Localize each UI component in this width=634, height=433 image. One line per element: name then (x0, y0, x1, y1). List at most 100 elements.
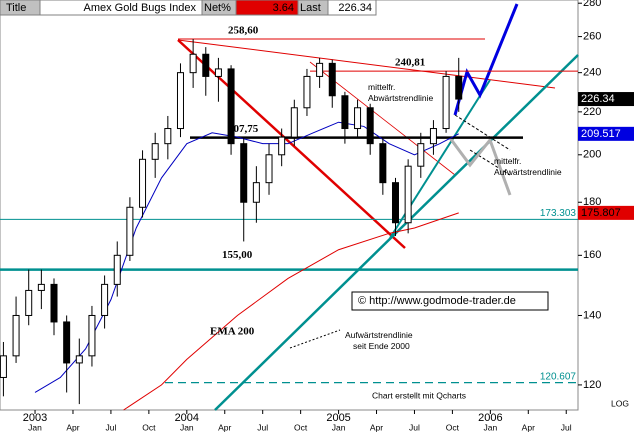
candle-body (227, 68, 235, 145)
annotation-line: seit Ende 2000 (353, 341, 410, 351)
ma-line (123, 212, 459, 411)
price-tag-label: 209.517 (581, 128, 621, 140)
candle-body (202, 53, 210, 77)
x-year-label: 2006 (478, 412, 502, 424)
candle-body (442, 75, 450, 130)
candle-body (189, 53, 197, 74)
candle-body (404, 165, 412, 224)
annotation-line: Aufwärtstrendlinie (345, 330, 413, 340)
header-net-label: Net% (204, 2, 231, 14)
candle-body (379, 143, 387, 184)
candle-body (0, 355, 7, 378)
candle-body (12, 314, 20, 357)
candle-body (429, 128, 437, 145)
annotation-line: mittelfr. (494, 156, 521, 166)
x-year-label: 2005 (326, 412, 350, 424)
candle-body (151, 143, 159, 160)
trend-line (454, 114, 511, 151)
candle-body (126, 206, 134, 256)
price-tag (578, 126, 634, 141)
level-label: 207,75 (228, 123, 259, 135)
candle-body (63, 321, 71, 364)
header-instrument: Amex Gold Bugs Index (83, 2, 196, 14)
candle-body (50, 283, 58, 323)
candle-body (341, 95, 349, 130)
level-label: 155,00 (222, 249, 253, 261)
x-tick-label: Oct (446, 422, 460, 432)
candle-body (316, 62, 324, 77)
x-tick-label: Jul (257, 422, 268, 432)
annotation-line: Aufwärtstrendlinie (494, 167, 562, 177)
x-year-label: 2003 (23, 412, 47, 424)
candle-body (455, 75, 463, 100)
annotation: Aufwärtstrendlinie seit Ende 2000 (345, 330, 413, 351)
trend-line (469, 149, 511, 176)
candle-body (303, 75, 311, 109)
x-tick-label: Apr (218, 422, 231, 432)
y-tick-label: 160 (583, 249, 601, 261)
y-tick-label: 260 (583, 30, 601, 42)
candle-body (75, 355, 83, 364)
price-tag-label: 226.34 (581, 93, 615, 105)
y-tick-label: 180 (583, 196, 601, 208)
price-tag-label: 175.807 (581, 207, 621, 219)
y-tick-label: 120 (583, 379, 601, 391)
y-tick-label: 280 (583, 0, 601, 9)
candle-body (214, 68, 222, 77)
header-cell (327, 0, 377, 16)
x-tick-label: Apr (66, 422, 79, 432)
candle-body (101, 283, 109, 316)
plot-frame (0, 0, 579, 411)
forecast-path (448, 136, 512, 196)
pointer (289, 329, 341, 349)
y-tick-label: 220 (583, 106, 601, 118)
candle-body (113, 254, 121, 285)
level-label: 240,81 (395, 57, 425, 69)
candle-body (88, 314, 96, 357)
x-tick-label: Apr (370, 422, 383, 432)
candle-body (354, 107, 362, 130)
candle-body (176, 72, 184, 130)
x-tick-label: Jul (409, 422, 420, 432)
price-tag (578, 205, 634, 220)
y-tick-label: 240 (583, 67, 601, 79)
x-tick-label: Jan (332, 422, 346, 432)
y-tick-label: 200 (583, 149, 601, 161)
candle-body (366, 107, 374, 145)
header-net-value: 3.64 (273, 2, 294, 14)
annotation: mittelfr. Aufwärtstrendlinie (494, 156, 562, 177)
annotation: Chart erstellt mit Qcharts (372, 390, 466, 400)
level-label: 120.607 (540, 371, 577, 382)
annotation: LOG (611, 398, 629, 408)
level-label: 173.303 (540, 208, 577, 219)
x-tick-label: Oct (294, 422, 308, 432)
trend-line (177, 39, 556, 89)
copyright-box (351, 291, 549, 311)
header-last-value: 226.34 (338, 2, 372, 14)
x-tick-label: Jul (105, 422, 116, 432)
x-year-label: 2004 (175, 412, 199, 424)
y-tick-label: 140 (583, 309, 601, 321)
candle-body (252, 182, 260, 203)
x-tick-label: Jan (483, 422, 497, 432)
annotation: mittelfr. Abwärtstrendlinie (368, 82, 433, 103)
candle-body (290, 107, 298, 138)
annotation-line: mittelfr. (368, 82, 395, 92)
trend-line (214, 54, 579, 411)
candle-body (37, 283, 45, 291)
annotation-line: Abwärtstrendlinie (368, 93, 433, 103)
header-last-label: Last (300, 2, 321, 14)
candle-body (240, 143, 248, 203)
price-tag (578, 92, 634, 107)
annotation: © http://www.godmode-trader.de (358, 295, 516, 307)
candle-body (417, 143, 425, 167)
x-tick-label: Oct (142, 422, 156, 432)
x-tick-label: Jan (180, 422, 194, 432)
annotation: EMA 200 (210, 326, 255, 338)
candle-body (278, 136, 286, 156)
x-tick-label: Jul (561, 422, 572, 432)
candle-body (25, 289, 33, 316)
header-title: Title (6, 2, 26, 14)
